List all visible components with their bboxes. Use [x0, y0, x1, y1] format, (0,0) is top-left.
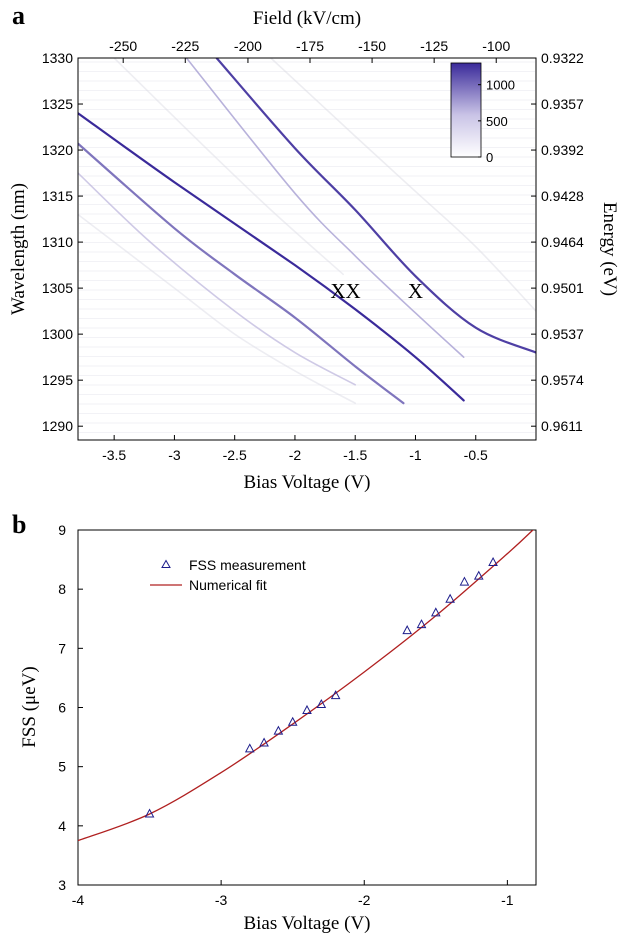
fss-plot-area [78, 530, 534, 842]
fit-curve [78, 530, 534, 842]
fss-point [459, 576, 470, 586]
y-tick-label: 1330 [42, 50, 73, 66]
legend-label-measurement: FSS measurement [189, 557, 306, 573]
colorbar-tick-label: 500 [486, 114, 508, 129]
heatmap-frame [77, 57, 537, 441]
fss-point [144, 808, 155, 818]
fss-point [488, 556, 498, 567]
x-tick-label: -1 [409, 447, 422, 463]
top-tick-label: -150 [358, 38, 386, 54]
top-tick-label: -200 [234, 38, 262, 54]
fss-point [445, 593, 455, 603]
emission-line-2 [215, 58, 536, 354]
heatmap-x-axis-title: Bias Voltage (V) [243, 472, 370, 493]
colorbar-tick-label: 0 [486, 150, 493, 165]
right-tick-label: 0.9392 [541, 142, 584, 158]
right-tick-label: 0.9428 [541, 188, 584, 204]
y-tick-label: 1315 [42, 188, 73, 204]
right-tick-label: 0.9501 [541, 280, 584, 296]
y-tick-label: 4 [58, 818, 66, 834]
fss-point [302, 704, 312, 714]
fss-y-axis-title: FSS (μeV) [19, 666, 40, 747]
x-tick-label: -4 [72, 892, 85, 908]
heatmap-axes: -3.5 -3 -2.5 -2 -1.5 -1 -0.5 1290 1295 1300 1305 13… [42, 38, 584, 463]
top-axis-title: Field (kV/cm) [253, 8, 361, 29]
y-tick-label: 1305 [42, 280, 73, 296]
emission-line-6 [270, 58, 536, 312]
right-tick-label: 0.9357 [541, 96, 584, 112]
top-tick-label: -250 [109, 38, 137, 54]
x-tick-label: -2 [358, 892, 371, 908]
line-annotation: XX [330, 279, 360, 303]
fss-axes: -4 -3 -2 -1 3 4 5 6 7 8 9 [58, 522, 514, 908]
fss-point [316, 698, 327, 709]
right-tick-label: 0.9537 [541, 326, 584, 342]
emission-line-7 [78, 213, 357, 404]
emission-line-8 [113, 58, 344, 276]
panel-b-label: b [12, 510, 26, 539]
emission-line-4 [185, 58, 465, 358]
right-tick-label: 0.9611 [541, 418, 583, 434]
x-tick-label: -2.5 [223, 447, 247, 463]
top-tick-label: -100 [482, 38, 510, 54]
colorbar: 1000 500 0 [450, 62, 515, 165]
y-tick-label: 1300 [42, 326, 73, 342]
heatmap-y-axis-title: Wavelength (nm) [8, 183, 29, 315]
colorbar-gradient [450, 62, 482, 158]
y-tick-label: 1325 [42, 96, 73, 112]
y-tick-label: 1310 [42, 234, 73, 250]
y-tick-label: 1320 [42, 142, 73, 158]
fss-point [330, 690, 341, 700]
heatmap-panel: -3.5 -3 -2.5 -2 -1.5 -1 -0.5 1290 1295 1300 1305 13… [8, 8, 620, 493]
x-tick-label: -2 [289, 447, 302, 463]
x-tick-label: -3 [168, 447, 181, 463]
fss-point [287, 716, 298, 726]
line-annotation: X [408, 279, 423, 303]
heatmap-annotations: XX X [330, 279, 423, 303]
y-tick-label: 6 [58, 700, 66, 716]
fss-x-axis-title: Bias Voltage (V) [243, 913, 370, 934]
y-tick-label: 9 [58, 522, 66, 538]
fss-point [430, 607, 441, 617]
fss-legend: FSS measurement Numerical fit [150, 557, 306, 593]
fss-point [273, 725, 284, 735]
emission-line-5 [78, 172, 357, 386]
emission-lines [78, 58, 536, 405]
x-tick-label: -3 [215, 892, 228, 908]
right-tick-label: 0.9322 [541, 50, 584, 66]
fss-point [402, 625, 413, 635]
y-tick-label: 5 [58, 759, 66, 775]
fss-point [244, 743, 255, 753]
fss-plot-frame [77, 529, 537, 886]
y-tick-label: 3 [58, 877, 66, 893]
fss-point [473, 570, 484, 580]
x-tick-label: -1 [501, 892, 514, 908]
right-tick-label: 0.9464 [541, 234, 584, 250]
top-tick-label: -175 [296, 38, 324, 54]
fss-point [259, 737, 269, 747]
right-axis-title: Energy (eV) [599, 202, 620, 296]
x-tick-label: -0.5 [464, 447, 488, 463]
y-tick-label: 1295 [42, 372, 73, 388]
fss-point [416, 619, 427, 629]
top-tick-label: -125 [420, 38, 448, 54]
colorbar-tick-label: 1000 [486, 78, 515, 93]
emission-line-1 [78, 112, 465, 402]
panel-a-label: a [12, 1, 25, 30]
legend-marker-measurement [161, 559, 171, 568]
x-tick-label: -3.5 [102, 447, 126, 463]
y-tick-label: 7 [58, 640, 66, 656]
x-tick-label: -1.5 [343, 447, 367, 463]
legend-label-fit: Numerical fit [189, 577, 267, 593]
y-tick-label: 1290 [42, 418, 73, 434]
fss-panel: -4 -3 -2 -1 3 4 5 6 7 8 9 FSS measurement Numerical… [19, 522, 537, 934]
y-tick-label: 8 [58, 581, 66, 597]
top-tick-label: -225 [171, 38, 199, 54]
emission-line-3 [78, 142, 405, 405]
right-tick-label: 0.9574 [541, 372, 584, 388]
